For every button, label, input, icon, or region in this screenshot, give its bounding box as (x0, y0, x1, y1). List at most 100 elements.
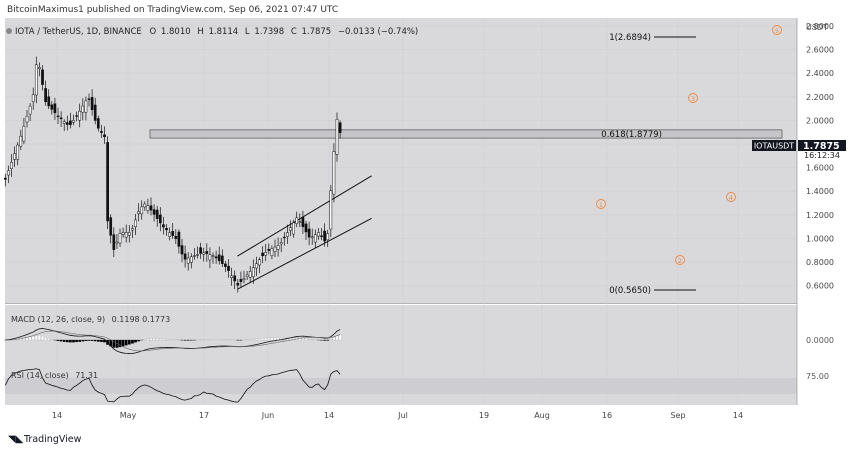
candle-body (103, 135, 105, 137)
candle-body (144, 204, 146, 207)
candle-body (35, 65, 37, 95)
candle-body (82, 106, 84, 112)
candle-body (209, 255, 211, 260)
macd-histogram-bar (156, 339, 158, 340)
candle-body (100, 131, 102, 132)
macd-histogram-bar (261, 338, 263, 340)
macd-histogram-bar (218, 339, 220, 340)
macd-histogram-bar (137, 340, 139, 341)
candle-body (200, 248, 202, 254)
candle-body (224, 264, 226, 267)
candle-body (193, 256, 195, 257)
rsi-axis-value: 75.00 (806, 372, 829, 381)
current-symbol: IOTAUSDT (754, 142, 794, 151)
rsi-legend: RSI (14, close) 71.31 (11, 371, 98, 380)
macd-histogram-bar (302, 338, 304, 340)
macd-histogram-bar (131, 340, 133, 343)
rsi-label: RSI (14, close) (11, 371, 69, 380)
candle-body (265, 252, 267, 255)
time-tick-label: May (120, 411, 137, 420)
high-label: H (197, 27, 203, 37)
time-tick-label: 17 (199, 411, 209, 420)
macd-histogram-bar (165, 339, 167, 340)
macd-histogram-bar (162, 339, 164, 340)
macd-histogram-bar (206, 339, 208, 340)
candle-body (237, 283, 239, 285)
candle-body (336, 119, 338, 154)
price-tick-label: 2.6000 (806, 46, 834, 55)
candle-body (131, 229, 133, 231)
macd-histogram-bar (212, 339, 214, 340)
time-tick-label: 19 (479, 411, 489, 420)
candle-body (76, 116, 78, 117)
time-tick-label: 16 (602, 411, 612, 420)
macd-histogram-bar (144, 339, 146, 340)
time-tick-label: Jun (261, 411, 275, 420)
price-tick-label: 2.4000 (806, 69, 834, 78)
candle-body (277, 245, 279, 249)
wave-label-2-text: 2 (678, 257, 682, 265)
macd-histogram-bar (41, 336, 43, 340)
candle-body (7, 171, 9, 175)
macd-histogram-bar (29, 337, 31, 340)
candle-body (150, 206, 152, 210)
candle-body (249, 271, 251, 277)
tv-brand: TradingView (23, 434, 82, 445)
candle-body (311, 237, 313, 238)
time-tick-label: Aug (534, 411, 550, 420)
candle-body (54, 104, 56, 113)
candle-body (48, 97, 50, 106)
candle-body (314, 235, 316, 242)
macd-histogram-bar (35, 336, 37, 340)
macd-histogram-bar (79, 340, 81, 342)
candle-body (20, 136, 22, 146)
candle-body (156, 210, 158, 219)
macd-histogram-bar (265, 338, 267, 340)
macd-histogram-bar (172, 339, 174, 340)
candle-body (147, 206, 149, 211)
macd-histogram-bar (209, 339, 211, 340)
candle-body (119, 233, 121, 243)
candle-body (14, 154, 16, 160)
wave-label-5-text: 5 (775, 27, 779, 35)
candle-body (308, 229, 310, 237)
candle-body (97, 119, 99, 129)
candle-body (29, 106, 31, 114)
macd-histogram-bar (268, 338, 270, 340)
macd-histogram-bar (271, 338, 273, 340)
candle-body (218, 255, 220, 261)
candle-body (41, 70, 43, 85)
candle-body (268, 249, 270, 250)
candle-body (286, 233, 288, 237)
macd-histogram-bar (128, 340, 130, 344)
candle-body (317, 233, 319, 237)
candle-body (45, 88, 47, 101)
candle-body (274, 247, 276, 251)
macd-histogram-bar (122, 340, 124, 346)
candle-body (327, 234, 329, 240)
time-tick-label: Sep (670, 411, 685, 420)
candle-body (178, 232, 180, 246)
candle-body (17, 145, 19, 159)
candle-body (289, 228, 291, 231)
candle-body (66, 123, 68, 125)
candle-body (271, 249, 273, 256)
candle-body (51, 105, 53, 110)
open-value: 1.8010 (161, 27, 191, 37)
tradingview-logo[interactable]: ◥◣ TradingView (8, 434, 82, 445)
fib-618-label: 0.618(1.8779) (601, 130, 662, 140)
candle-body (206, 251, 208, 253)
candle-body (330, 191, 332, 229)
candle-body (26, 116, 28, 122)
candle-body (79, 111, 81, 120)
rsi-value: 71.31 (75, 371, 98, 380)
price-tick-label: 1.0000 (806, 234, 834, 243)
candle-body (85, 101, 87, 112)
candle-body (107, 142, 109, 221)
macd-histogram-bar (221, 339, 223, 340)
candle-body (280, 243, 282, 244)
macd-histogram-bar (339, 335, 341, 340)
macd-legend: MACD (12, 26, close, 9) 0.1198 0.1773 (11, 315, 170, 324)
